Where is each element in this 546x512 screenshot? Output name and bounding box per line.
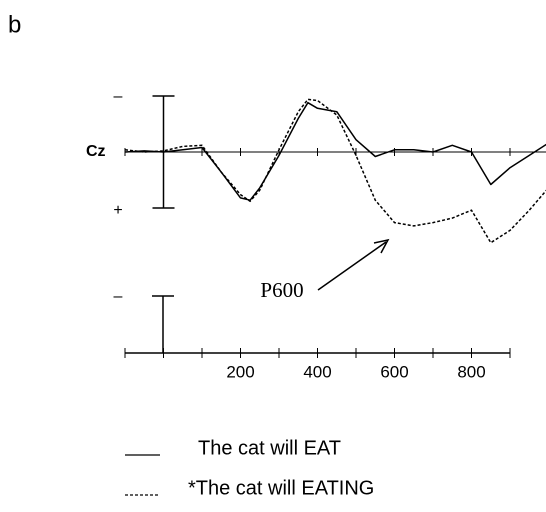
polarity-label: – (114, 288, 123, 305)
arrow-head (373, 238, 390, 254)
annotation: P600 (260, 278, 303, 302)
x-tick-label: 800 (457, 362, 485, 381)
x-tick-label: 200 (226, 362, 254, 381)
polarity-label: + (113, 202, 122, 219)
x-tick-label: 400 (303, 362, 331, 381)
legend-label: *The cat will EATING (188, 477, 374, 499)
annotation-arrow (317, 241, 387, 291)
electrode-label: Cz (86, 143, 106, 160)
x-tick-label: 600 (380, 362, 408, 381)
panel-label: b (8, 11, 21, 38)
polarity-label: – (114, 88, 123, 105)
series-line (124, 101, 546, 201)
legend-label: The cat will EAT (198, 437, 341, 459)
series-line (124, 98, 546, 244)
